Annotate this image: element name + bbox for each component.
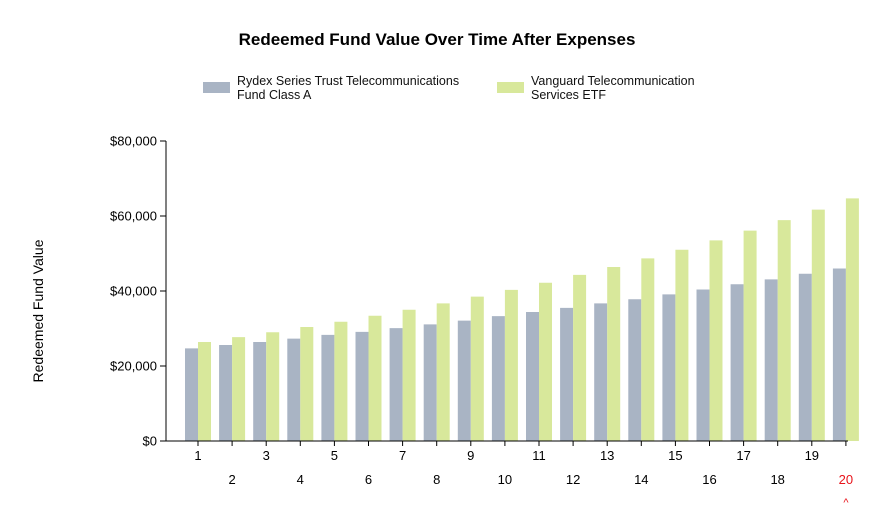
legend-swatch-rydex [203, 82, 230, 93]
legend: Rydex Series Trust Telecommunications Fu… [203, 74, 698, 102]
bar-rydex-14 [628, 299, 642, 441]
bar-vanguard-16 [709, 240, 723, 442]
x-tick-label-4: 4 [297, 472, 304, 487]
x-tick-label-19: 19 [805, 448, 819, 463]
bar-vanguard-5 [334, 321, 348, 441]
bar-vanguard-19 [811, 209, 825, 442]
x-tick-label-6: 6 [365, 472, 372, 487]
x-tick-label-18: 18 [770, 472, 784, 487]
x-tick-label-20: 20 [839, 472, 853, 487]
bar-vanguard-15 [675, 249, 689, 441]
bar-vanguard-12 [573, 274, 587, 442]
y-tick-label: $0 [143, 434, 157, 449]
x-tick-label-12: 12 [566, 472, 580, 487]
bar-vanguard-2 [232, 337, 246, 442]
bar-rydex-16 [696, 289, 710, 441]
y-tick-label: $60,000 [110, 209, 157, 224]
legend-label-vanguard: Vanguard Telecommunication Services ETF [531, 74, 698, 102]
x-tick-label-11: 11 [532, 448, 546, 463]
bar-rydex-20 [832, 268, 846, 441]
legend-label-vanguard-line1: Vanguard Telecommunication [531, 74, 695, 88]
bar-vanguard-17 [743, 230, 757, 442]
bar-rydex-5 [321, 334, 335, 442]
bar-vanguard-20 [845, 198, 859, 442]
x-tick-label-7: 7 [399, 448, 406, 463]
bar-vanguard-7 [402, 309, 416, 441]
x-tick-label-15: 15 [668, 448, 682, 463]
bars [185, 198, 859, 442]
bar-vanguard-3 [266, 332, 280, 441]
legend-label-rydex-line1: Rydex Series Trust Telecommunications [237, 74, 459, 88]
bar-vanguard-8 [436, 303, 450, 442]
bar-rydex-3 [253, 342, 267, 441]
bar-rydex-6 [355, 331, 369, 442]
bar-rydex-17 [730, 284, 744, 441]
bar-rydex-8 [423, 324, 437, 442]
bar-rydex-2 [219, 345, 233, 441]
legend-swatch-vanguard [497, 82, 524, 93]
x-tick-label-1: 1 [194, 448, 201, 463]
x-tick-label-9: 9 [467, 448, 474, 463]
bar-vanguard-11 [539, 282, 552, 441]
x-tick-label-10: 10 [498, 472, 512, 487]
bar-rydex-13 [594, 303, 608, 442]
x-tick-label-5: 5 [331, 448, 338, 463]
highlight-caret: ^ [843, 497, 849, 509]
bar-rydex-10 [491, 316, 505, 442]
y-tick-label: $20,000 [110, 359, 157, 374]
legend-label-vanguard-line2: Services ETF [531, 88, 606, 102]
x-tick-label-16: 16 [702, 472, 716, 487]
bar-rydex-12 [560, 307, 574, 442]
bar-rydex-19 [798, 273, 812, 441]
y-tick-label: $40,000 [110, 284, 157, 299]
bar-rydex-7 [389, 328, 403, 442]
bar-vanguard-13 [607, 267, 621, 441]
bar-vanguard-4 [300, 327, 314, 441]
y-tick-label: $80,000 [110, 134, 157, 149]
y-axis: $0 $20,000 $40,000 $60,000 $80,000 [110, 134, 167, 449]
y-axis-label: Redeemed Fund Value [30, 239, 46, 382]
bar-rydex-4 [287, 338, 301, 442]
bar-vanguard-10 [504, 289, 518, 442]
bar-rydex-9 [457, 320, 471, 442]
bar-vanguard-6 [368, 315, 382, 441]
bar-vanguard-14 [641, 258, 655, 442]
x-tick-label-17: 17 [736, 448, 750, 463]
x-tick-label-13: 13 [600, 448, 614, 463]
bar-rydex-1 [185, 348, 198, 442]
chart-title: Redeemed Fund Value Over Time After Expe… [239, 30, 636, 49]
bar-vanguard-18 [777, 220, 791, 442]
bar-vanguard-9 [470, 296, 484, 442]
x-tick-label-2: 2 [228, 472, 235, 487]
bar-rydex-18 [764, 279, 778, 442]
bar-rydex-11 [526, 312, 539, 441]
x-tick-label-8: 8 [433, 472, 440, 487]
legend-label-rydex-line2: Fund Class A [237, 88, 312, 102]
bar-rydex-15 [662, 294, 676, 442]
x-tick-label-3: 3 [263, 448, 270, 463]
x-tick-label-14: 14 [634, 472, 648, 487]
legend-label-rydex: Rydex Series Trust Telecommunications Fu… [237, 74, 463, 102]
bar-vanguard-1 [198, 342, 211, 441]
